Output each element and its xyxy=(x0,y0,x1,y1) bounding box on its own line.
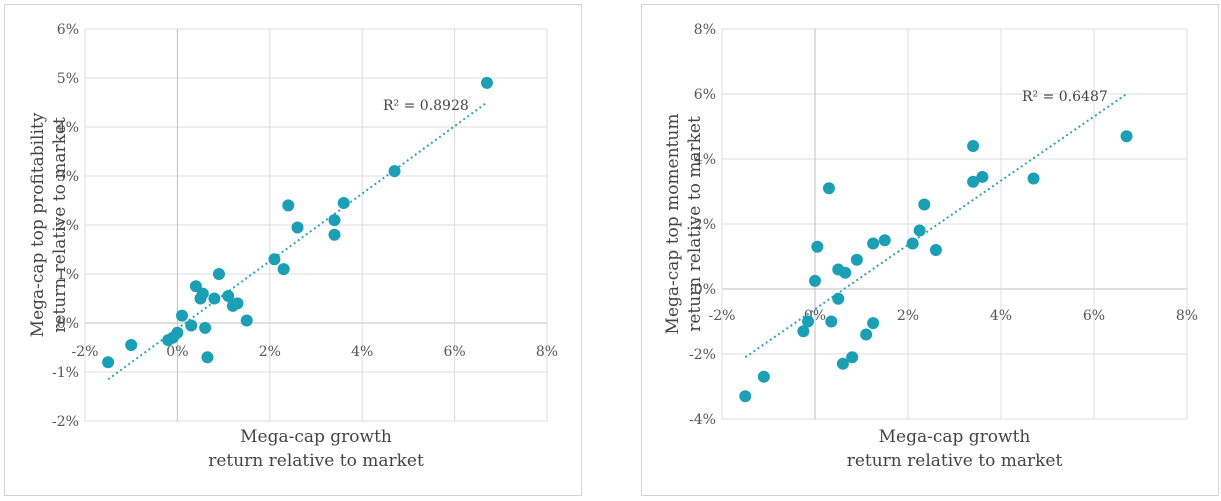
data-point xyxy=(802,315,815,328)
x-tick-label: 6% xyxy=(443,344,465,360)
data-point xyxy=(176,309,189,322)
data-point xyxy=(388,165,401,178)
scatter-chart-momentum: -4%-2%0%2%4%6%8%-2% 0% 2% 4% 6% 8%R² = 0.6487… xyxy=(663,22,1198,471)
data-point xyxy=(240,314,253,327)
y-tick-label: 2% xyxy=(694,217,716,233)
data-point xyxy=(208,292,221,305)
data-point xyxy=(836,357,849,370)
data-point xyxy=(480,76,493,89)
data-point xyxy=(231,297,244,310)
y-axis-title-line1: Mega-cap top momentum xyxy=(663,114,683,335)
x-tick-label: 4% xyxy=(990,308,1012,324)
y-tick-label: 4% xyxy=(694,152,716,168)
data-point xyxy=(878,234,891,247)
data-point xyxy=(125,339,138,352)
chart-panel-profitability: -2% -1% 0% 1% 2% 3% 4% 5% 6% -2% 0% 2% 4% 6% 8% R² = 0.… xyxy=(4,4,582,496)
data-point xyxy=(199,321,212,334)
trendline xyxy=(744,93,1128,359)
y-tick-label: 8% xyxy=(694,22,716,38)
y-tick-label: -2% xyxy=(52,414,79,430)
data-point xyxy=(328,228,341,241)
data-point xyxy=(976,170,989,183)
y-tick-label: 6% xyxy=(694,87,716,103)
y-axis-title-line1: Mega-cap top profitability xyxy=(28,112,48,337)
y-tick-label: 3% xyxy=(57,169,79,185)
x-axis-title-line1: Mega-cap growth xyxy=(240,427,392,447)
data-point xyxy=(913,224,926,237)
data-point xyxy=(102,356,115,369)
x-tick-label: 0% xyxy=(166,344,188,360)
data-point xyxy=(222,290,235,303)
data-point xyxy=(291,221,304,234)
data-point xyxy=(825,315,838,328)
x-tick-label: 8% xyxy=(1176,308,1198,324)
data-point xyxy=(337,196,350,209)
r-squared-label: R² = 0.8928 xyxy=(383,98,469,114)
y-tick-label: -1% xyxy=(52,365,79,381)
y-tick-label: 6% xyxy=(57,22,79,38)
data-point xyxy=(739,390,752,403)
y-tick-label: 0% xyxy=(57,316,79,332)
trendline xyxy=(107,101,488,381)
data-point xyxy=(918,198,931,211)
y-tick-label: 0% xyxy=(694,282,716,298)
y-tick-label: 5% xyxy=(57,71,79,87)
data-point xyxy=(196,287,209,300)
y-tick-label: 2% xyxy=(57,218,79,234)
data-point xyxy=(906,237,919,250)
x-axis-title-line2: return relative to market xyxy=(847,451,1063,471)
data-point xyxy=(185,319,198,332)
x-tick-label: 4% xyxy=(351,344,373,360)
data-point xyxy=(850,253,863,266)
data-point xyxy=(171,326,184,339)
x-tick-label: 8% xyxy=(536,344,558,360)
x-tick-label: -2% xyxy=(709,308,736,324)
x-axis-title-line1: Mega-cap growth xyxy=(879,427,1031,447)
y-axis-title-line2: return relative to market xyxy=(50,117,70,333)
data-point xyxy=(328,214,341,227)
data-point xyxy=(832,292,845,305)
data-point xyxy=(822,182,835,195)
x-axis-title-line2: return relative to market xyxy=(208,451,424,471)
data-point xyxy=(967,175,980,188)
r-squared-label: R² = 0.6487 xyxy=(1022,89,1108,105)
data-point xyxy=(1027,172,1040,185)
x-tick-label: -2% xyxy=(72,344,99,360)
data-point xyxy=(809,274,821,287)
data-point xyxy=(757,370,770,383)
x-tick-label: 2% xyxy=(259,344,281,360)
data-point xyxy=(201,351,214,364)
scatter-chart-profitability: -2% -1% 0% 1% 2% 3% 4% 5% 6% -2% 0% 2% 4% 6% 8% R² = 0.… xyxy=(28,22,558,471)
x-tick-label: 6% xyxy=(1083,308,1105,324)
data-point xyxy=(846,351,859,364)
y-tick-label: 4% xyxy=(57,120,79,136)
data-point xyxy=(277,263,290,276)
data-point xyxy=(811,240,824,253)
chart-panel-momentum: -4% -2% 0% 2% 4% 6% 8% -2% 0% 2% 4% 6% 8% R² = 0.6487… xyxy=(641,4,1219,496)
y-tick-label: -4% xyxy=(689,412,716,428)
data-point xyxy=(268,253,281,266)
data-point xyxy=(867,317,880,330)
data-point xyxy=(929,244,942,256)
data-point xyxy=(282,199,295,212)
y-tick-label: 1% xyxy=(57,267,79,283)
data-point xyxy=(967,140,980,152)
x-tick-label: 2% xyxy=(897,308,919,324)
data-point xyxy=(867,237,880,250)
data-point xyxy=(1120,130,1133,143)
data-point xyxy=(797,325,810,338)
data-point xyxy=(860,328,873,341)
y-axis-title-line2: return relative to market xyxy=(685,116,705,332)
data-point xyxy=(839,266,852,279)
data-point xyxy=(212,268,225,280)
y-tick-label: -2% xyxy=(689,347,716,363)
